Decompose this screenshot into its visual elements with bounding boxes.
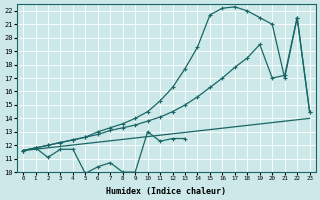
X-axis label: Humidex (Indice chaleur): Humidex (Indice chaleur) (106, 187, 226, 196)
